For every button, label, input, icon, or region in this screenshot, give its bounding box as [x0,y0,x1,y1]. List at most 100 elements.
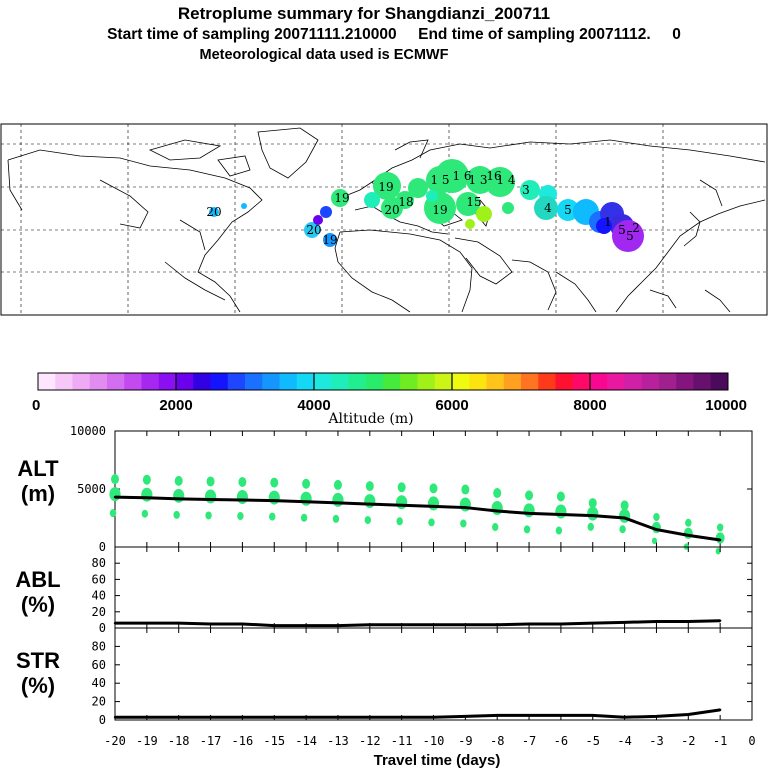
y-tick-label: 60 [92,572,106,586]
particle-marker [428,518,435,527]
data-point [336,624,340,627]
data-point [718,619,722,622]
plume-label: 19 [432,203,447,217]
data-point [177,621,180,625]
particle-marker [460,519,467,528]
x-tick-label: -14 [295,734,317,748]
panel-alt: ALT(m) 10000 5000 0 [17,424,753,555]
x-tick-label: -6 [554,734,568,748]
colorbar-swatch [383,373,401,390]
plume-label: 19 [322,233,337,247]
particle-marker [396,495,408,510]
data-point [496,714,499,717]
data-point [687,620,690,623]
colorbar-swatch [469,373,487,390]
particle-marker [300,513,308,522]
particle-marker [588,498,597,509]
colorbar-swatch [641,373,660,390]
particle-marker [427,496,440,511]
plume-label: 20 [384,203,399,217]
colorbar-swatch [348,373,367,390]
data-point [113,621,117,625]
particle-marker [268,490,280,505]
panel-unit: (m) [21,481,55,506]
x-tick-label: -17 [200,734,222,748]
plume-blob [534,196,558,220]
plume-label: 3 [522,183,530,197]
particle-marker [651,537,658,544]
colorbar-swatch [607,373,625,390]
y-tick-label: 80 [92,639,106,653]
particle-marker [429,483,438,494]
data-point [336,501,340,505]
particle-marker [364,516,371,525]
plume-blob [456,192,480,216]
panel-label: ABL [15,567,60,592]
particle-marker [587,506,599,521]
particle-marker [620,500,629,511]
plume-blob [209,207,219,217]
panel-frame [114,546,753,629]
plume-blob [364,192,380,208]
colorbar-swatch [693,373,712,390]
panel-frame [114,627,753,721]
data-point [177,716,180,719]
data-point [464,623,467,626]
x-tick-label: -20 [104,734,126,748]
data-point [432,716,435,719]
colorbar-swatch [710,373,729,390]
colorbar-tick-label: 8000 [573,397,606,414]
series-line-abl [115,619,721,628]
data-point [400,623,403,626]
plume-label: 1 [604,215,612,229]
plume-label: 1 3 [468,173,487,187]
plume-blob [320,206,332,218]
time-series-panels: ALT(m)1000050000ABL(%)806040200STR(%)806… [15,424,755,748]
particle-marker [206,476,215,487]
y-tick-label: 20 [92,605,106,619]
met-data-line: Meteorological data used is ECMWF [199,47,449,63]
y-tick-label: 10000 [70,424,106,438]
particle-marker [300,491,312,506]
plume-label: 1 4 [496,173,515,187]
particle-marker [109,487,121,502]
data-point [273,716,276,719]
colorbar-swatch [141,373,160,390]
particle-marker [332,514,340,523]
particle-marker [302,478,311,489]
particle-marker [715,532,725,544]
data-point [655,715,658,718]
x-tick-label: 0 [748,734,755,748]
colorbar-label: Altitude (m) [327,411,413,427]
colorbar-swatch [486,373,505,390]
particle-marker [174,475,183,486]
data-point [241,498,244,502]
plume-blob [612,220,644,252]
plume-label: 5 [626,229,634,243]
plume-label: 5 [618,223,626,237]
data-point [718,708,722,712]
map-frame [0,123,768,316]
particle-marker [238,477,247,488]
colorbar-swatch [314,373,332,390]
x-tick-label: -1 [713,734,727,748]
colorbar-swatch [538,373,556,390]
altitude-colorbar: 0 2000 4000 6000 8000 10000 [32,372,747,414]
y-tick-label: 0 [99,540,106,554]
particle-marker [333,479,342,490]
data-point [623,621,626,624]
colorbar-swatch [624,373,643,390]
panel-abl: ABL(%) 80 60 40 20 0 [15,546,753,635]
data-point [336,716,340,719]
particle-marker [685,518,692,527]
data-point [368,716,371,719]
plume-label: 1 6 [452,169,471,183]
colorbar-swatch [572,373,591,390]
particle-marker [396,517,403,526]
sampling-time-line: Start time of sampling 20071111.210000 E… [107,26,681,43]
plume-label: 5 [564,203,572,217]
data-point [687,534,690,537]
colorbar-swatch [331,373,349,390]
